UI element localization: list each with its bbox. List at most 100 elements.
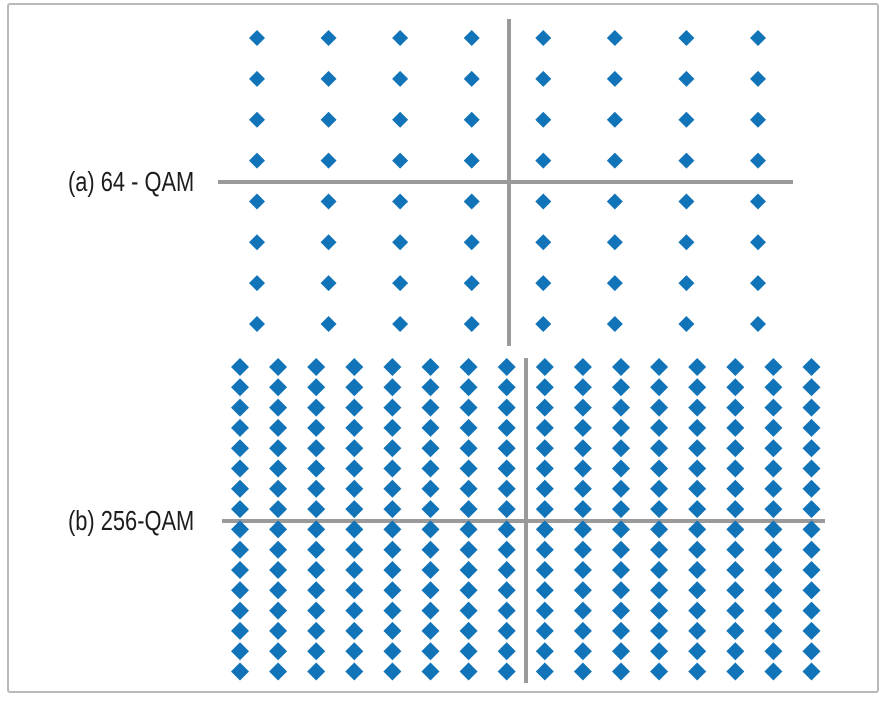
constellation-point bbox=[421, 642, 440, 661]
constellation-point bbox=[320, 70, 337, 87]
constellation-point bbox=[612, 520, 630, 539]
constellation-point bbox=[459, 621, 478, 640]
constellation-point bbox=[307, 459, 326, 478]
constellation-point bbox=[345, 520, 364, 539]
constellation-point bbox=[345, 642, 364, 661]
constellation-point bbox=[749, 111, 766, 128]
constellation-point bbox=[688, 479, 707, 498]
constellation-point bbox=[802, 642, 821, 661]
constellation-point bbox=[392, 234, 409, 251]
constellation-point bbox=[802, 540, 821, 559]
constellation-point bbox=[678, 193, 695, 210]
constellation-point bbox=[535, 152, 552, 169]
constellation-point bbox=[606, 70, 623, 87]
constellation-point bbox=[231, 418, 249, 437]
constellation-point bbox=[231, 439, 249, 458]
constellation-point bbox=[650, 520, 669, 539]
constellation-point bbox=[802, 358, 821, 376]
constellation-point bbox=[535, 642, 554, 661]
constellation-point bbox=[249, 316, 265, 333]
constellation-point bbox=[459, 520, 478, 539]
constellation-point bbox=[269, 581, 288, 600]
constellation-point bbox=[383, 378, 402, 397]
constellation-point bbox=[764, 540, 783, 559]
constellation-point bbox=[231, 642, 249, 661]
constellation-point bbox=[459, 358, 478, 376]
constellation-point bbox=[650, 418, 669, 437]
constellation-point bbox=[269, 561, 288, 579]
constellation-point bbox=[749, 30, 766, 46]
constellation-point bbox=[345, 479, 364, 498]
constellation-point bbox=[606, 152, 623, 169]
constellation-point bbox=[392, 316, 409, 333]
constellation-point bbox=[320, 234, 337, 251]
constellation-point bbox=[383, 500, 402, 519]
constellation-point bbox=[688, 581, 707, 600]
constellation-point bbox=[535, 70, 552, 87]
constellation-point bbox=[307, 358, 326, 376]
constellation-point bbox=[392, 152, 409, 169]
constellation-point bbox=[459, 662, 478, 681]
constellation-point bbox=[802, 418, 821, 437]
constellation-point bbox=[345, 459, 364, 478]
constellation-point bbox=[749, 316, 766, 333]
constellation-point bbox=[392, 193, 409, 210]
constellation-point bbox=[497, 439, 516, 458]
constellation-point bbox=[535, 621, 554, 640]
constellation-point bbox=[269, 642, 288, 661]
constellation-point bbox=[764, 500, 783, 519]
constellation-point bbox=[345, 581, 364, 600]
constellation-point bbox=[678, 316, 695, 333]
constellation-points bbox=[249, 30, 766, 333]
constellation-point bbox=[269, 601, 288, 620]
constellation-point bbox=[463, 275, 480, 292]
constellation-point bbox=[612, 621, 630, 640]
constellation-point bbox=[231, 520, 249, 539]
constellation-point bbox=[231, 581, 249, 600]
constellation-point bbox=[535, 520, 554, 539]
constellation-point bbox=[459, 561, 478, 579]
constellation-point bbox=[345, 601, 364, 620]
constellation-point bbox=[612, 459, 630, 478]
constellation-point bbox=[497, 601, 516, 620]
constellation-point bbox=[463, 193, 480, 210]
constellation-point bbox=[383, 459, 402, 478]
constellation-point bbox=[612, 601, 630, 620]
constellation-point bbox=[726, 358, 745, 376]
constellation-point bbox=[459, 479, 478, 498]
constellation-point bbox=[249, 152, 265, 169]
constellation-point bbox=[345, 418, 364, 437]
constellation-point bbox=[764, 358, 783, 376]
constellation-point bbox=[459, 500, 478, 519]
64-QAM-constellation bbox=[218, 19, 793, 346]
constellation-point bbox=[535, 581, 554, 600]
constellation-point bbox=[535, 358, 554, 376]
constellation-point bbox=[726, 459, 745, 478]
constellation-point bbox=[802, 581, 821, 600]
constellation-point bbox=[383, 479, 402, 498]
constellation-point bbox=[573, 520, 592, 539]
constellation-point bbox=[612, 378, 630, 397]
constellation-point bbox=[345, 378, 364, 397]
constellation-point bbox=[688, 662, 707, 681]
constellation-point bbox=[726, 418, 745, 437]
constellation-point bbox=[269, 439, 288, 458]
constellation-point bbox=[612, 479, 630, 498]
constellation-point bbox=[726, 398, 745, 417]
constellation-point bbox=[497, 540, 516, 559]
constellation-point bbox=[392, 275, 409, 292]
constellation-point bbox=[463, 152, 480, 169]
constellation-point bbox=[392, 111, 409, 128]
constellation-point bbox=[463, 234, 480, 251]
constellation-point bbox=[345, 439, 364, 458]
constellation-point bbox=[650, 561, 669, 579]
constellation-point bbox=[678, 70, 695, 87]
constellation-point bbox=[307, 418, 326, 437]
constellation-point bbox=[612, 561, 630, 579]
constellation-point bbox=[802, 520, 821, 539]
constellation-point bbox=[320, 193, 337, 210]
constellation-point bbox=[463, 30, 480, 46]
constellation-point bbox=[231, 601, 249, 620]
constellation-point bbox=[269, 540, 288, 559]
